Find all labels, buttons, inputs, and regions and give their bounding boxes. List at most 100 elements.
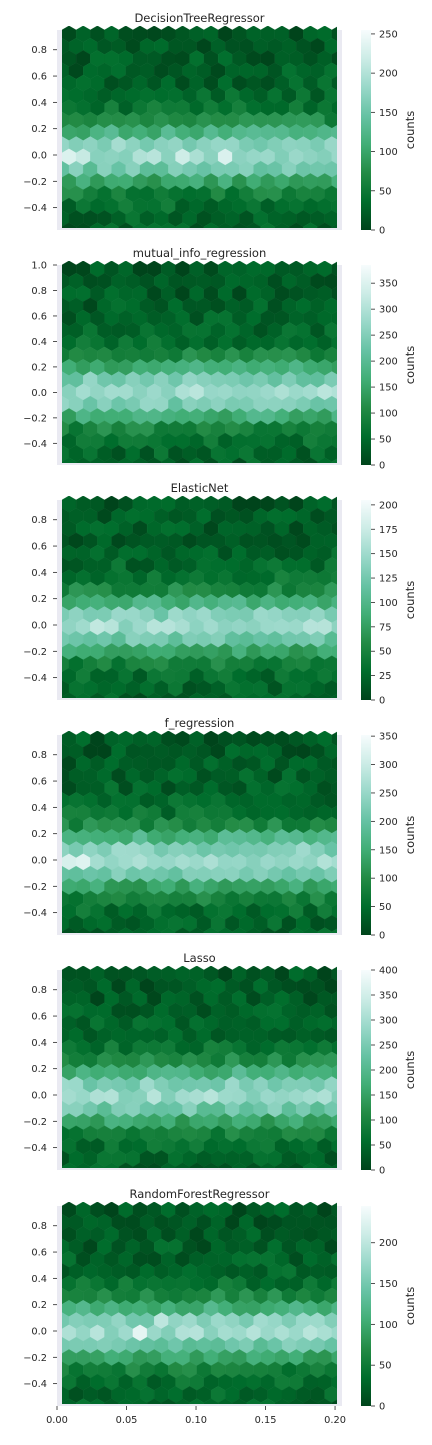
y-tick-label: 0.8 [31, 515, 47, 526]
y-tick-label: 0.2 [31, 362, 47, 373]
hex-cell [331, 928, 337, 933]
colorbar-tick-label: 50 [379, 1361, 391, 1372]
hex-cell [331, 879, 337, 894]
hex-cell [346, 928, 360, 944]
y-tick-label: 0.2 [31, 1300, 47, 1311]
y-tick-label: 0.4 [31, 1274, 47, 1285]
colorbar-tick-label: 250 [379, 29, 398, 40]
hex-cell [331, 1202, 337, 1218]
hex-cell [346, 1202, 360, 1218]
y-tick-label: −0.2 [23, 882, 47, 893]
hex-cell [331, 966, 337, 982]
colorbar-label: counts [403, 816, 417, 854]
hex-cell [346, 966, 360, 982]
hex-cell [331, 668, 337, 684]
y-tick-label: −0.4 [23, 203, 47, 214]
y-tick-label: 0.4 [31, 803, 47, 814]
hex-cell [331, 1114, 337, 1129]
y-tick-label: 0.8 [31, 1221, 47, 1232]
hex-cell [346, 755, 360, 771]
y-tick-label: 0.0 [31, 856, 47, 867]
colorbar-tick-label: 150 [379, 1279, 398, 1290]
hex-cell [331, 854, 337, 870]
hex-cell [331, 496, 337, 512]
hex-cell [346, 1325, 360, 1341]
hex-cell [331, 1065, 337, 1080]
hex-cells [62, 966, 360, 1179]
colorbar-tick-label: 300 [379, 1016, 398, 1027]
hex-cell [331, 756, 337, 771]
y-tick-label: 0.6 [31, 72, 47, 83]
y-tick-label: −0.4 [23, 1379, 47, 1390]
colorbar-tick-label: 200 [379, 500, 398, 511]
y-tick-label: 0.6 [31, 542, 47, 553]
colorbar [361, 735, 371, 935]
hex-cell [346, 854, 360, 870]
colorbar-tick-label: 50 [379, 902, 391, 913]
hex-cell [346, 1113, 360, 1129]
y-tick-label: 0.4 [31, 568, 47, 579]
colorbar-tick-label: 200 [379, 817, 398, 828]
hex-cell [331, 1350, 337, 1365]
hex-cell [331, 1040, 337, 1056]
y-tick-label: 0.6 [31, 311, 47, 322]
y-tick-label: 0.8 [31, 286, 47, 297]
colorbar-tick-label: 100 [379, 598, 398, 609]
hex-cell [331, 223, 337, 228]
colorbar-tick-label: 200 [379, 1066, 398, 1077]
colorbar-tick-label: 50 [379, 186, 391, 197]
hex-cell [346, 261, 360, 277]
colorbar-tick-label: 200 [379, 357, 398, 368]
colorbar-label: counts [403, 1287, 417, 1325]
colorbar-tick-label: 250 [379, 1041, 398, 1052]
chart-title: f_regression [165, 716, 235, 730]
colorbar-tick-label: 50 [379, 1141, 391, 1152]
hex-cell [346, 124, 360, 140]
y-tick-label: 0.0 [31, 151, 47, 162]
chart-title: mutual_info_regression [133, 246, 267, 260]
hex-cell [346, 75, 360, 91]
hexbin-panel-6: RandomForestRegressor 0.8 0.6 0.4 0.2 0.0 −0.2… [23, 1187, 417, 1426]
hex-cell [331, 830, 337, 845]
y-tick-label: −0.4 [23, 1143, 47, 1154]
colorbar [361, 265, 371, 465]
hex-cells [62, 1202, 360, 1404]
hex-cell [331, 384, 337, 400]
y-tick-label: −0.4 [23, 673, 47, 684]
hex-cell [346, 26, 360, 42]
hex-cell [346, 458, 360, 474]
colorbar-tick-label: 25 [379, 671, 391, 682]
y-tick-label: 0.0 [31, 1091, 47, 1102]
hexbin-panel-5: Lasso 0.8 0.6 0.4 0.2 0.0 −0.2 −0.4 0 50 100 150 200… [23, 951, 417, 1179]
hex-cell [331, 545, 337, 561]
hex-cell [346, 693, 360, 709]
hex-cell [346, 1089, 360, 1105]
hex-cell [346, 1163, 360, 1179]
hexbin-panel-2: mutual_info_regression 1.0 0.8 0.6 0.4 0.2 0.0… [23, 246, 417, 474]
hex-cell [331, 1138, 337, 1154]
colorbar-tick-label: 0 [379, 1166, 385, 1177]
colorbar-tick-label: 200 [379, 69, 398, 80]
hex-cell [346, 829, 360, 845]
hex-cell [346, 198, 360, 214]
y-tick-label: 0.8 [31, 45, 47, 56]
colorbar-tick-label: 150 [379, 845, 398, 856]
hex-cell [331, 198, 337, 214]
hex-cell [331, 26, 337, 42]
colorbar-label: counts [403, 1051, 417, 1089]
chart-title: DecisionTreeRegressor [134, 11, 264, 25]
chart-title: RandomForestRegressor [129, 1187, 269, 1201]
x-tick-label: 0.00 [46, 1415, 68, 1426]
colorbar-tick-label: 50 [379, 435, 391, 446]
hex-cell [331, 1015, 337, 1031]
hex-cell [331, 1163, 337, 1168]
hex-cell [346, 990, 360, 1006]
hex-cell [346, 1276, 360, 1292]
hex-cell [346, 335, 360, 351]
hex-cell [346, 384, 360, 400]
hex-cell [331, 595, 337, 610]
hex-cell [331, 805, 337, 821]
hex-cell [346, 50, 360, 66]
hex-cell [346, 878, 360, 894]
